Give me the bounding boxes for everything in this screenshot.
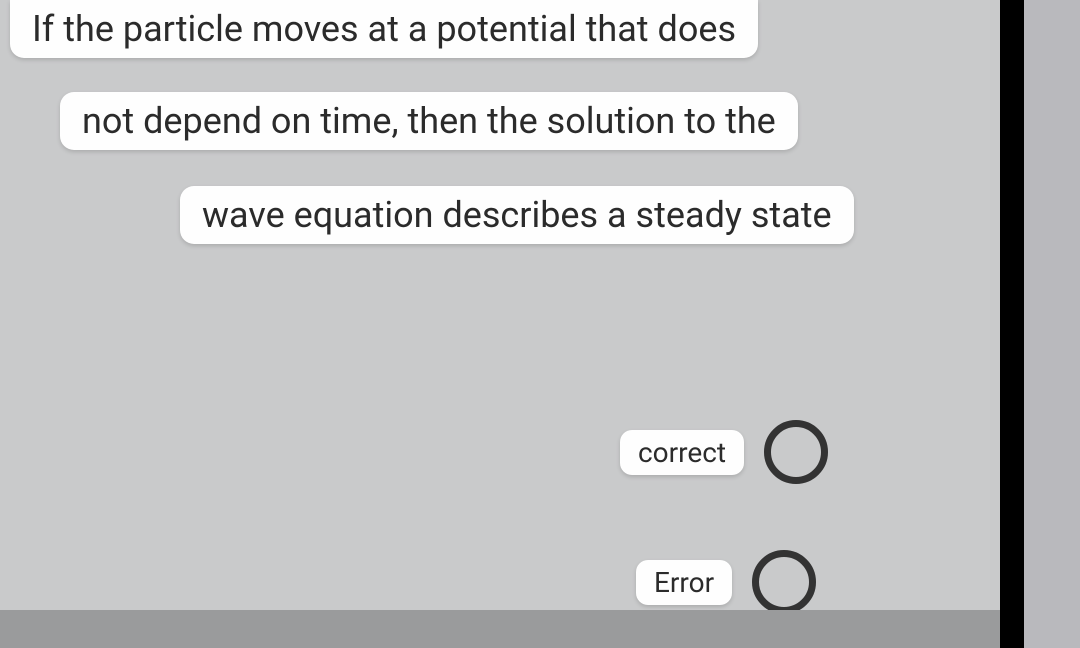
option-error-label: Error [636, 560, 732, 605]
question-panel: If the particle moves at a potential tha… [0, 0, 1000, 648]
option-correct[interactable]: correct [620, 420, 828, 484]
side-strip [1024, 0, 1080, 648]
question-line-2: not depend on time, then the solution to… [60, 92, 798, 150]
option-correct-label: correct [620, 430, 744, 475]
radio-icon[interactable] [764, 420, 828, 484]
question-line-3: wave equation describes a steady state [180, 186, 854, 244]
bottom-bar [0, 610, 1000, 648]
screenshot-root: If the particle moves at a potential tha… [0, 0, 1080, 648]
option-error[interactable]: Error [636, 550, 816, 614]
radio-icon[interactable] [752, 550, 816, 614]
question-line-1: If the particle moves at a potential tha… [10, 0, 758, 58]
